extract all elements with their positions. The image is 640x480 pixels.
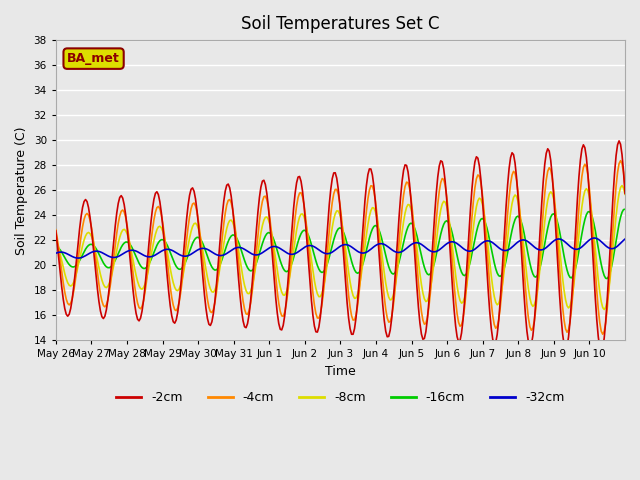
Legend: -2cm, -4cm, -8cm, -16cm, -32cm: -2cm, -4cm, -8cm, -16cm, -32cm	[111, 386, 570, 409]
Y-axis label: Soil Temperature (C): Soil Temperature (C)	[15, 126, 28, 254]
X-axis label: Time: Time	[325, 365, 356, 378]
Text: BA_met: BA_met	[67, 52, 120, 65]
Title: Soil Temperatures Set C: Soil Temperatures Set C	[241, 15, 440, 33]
